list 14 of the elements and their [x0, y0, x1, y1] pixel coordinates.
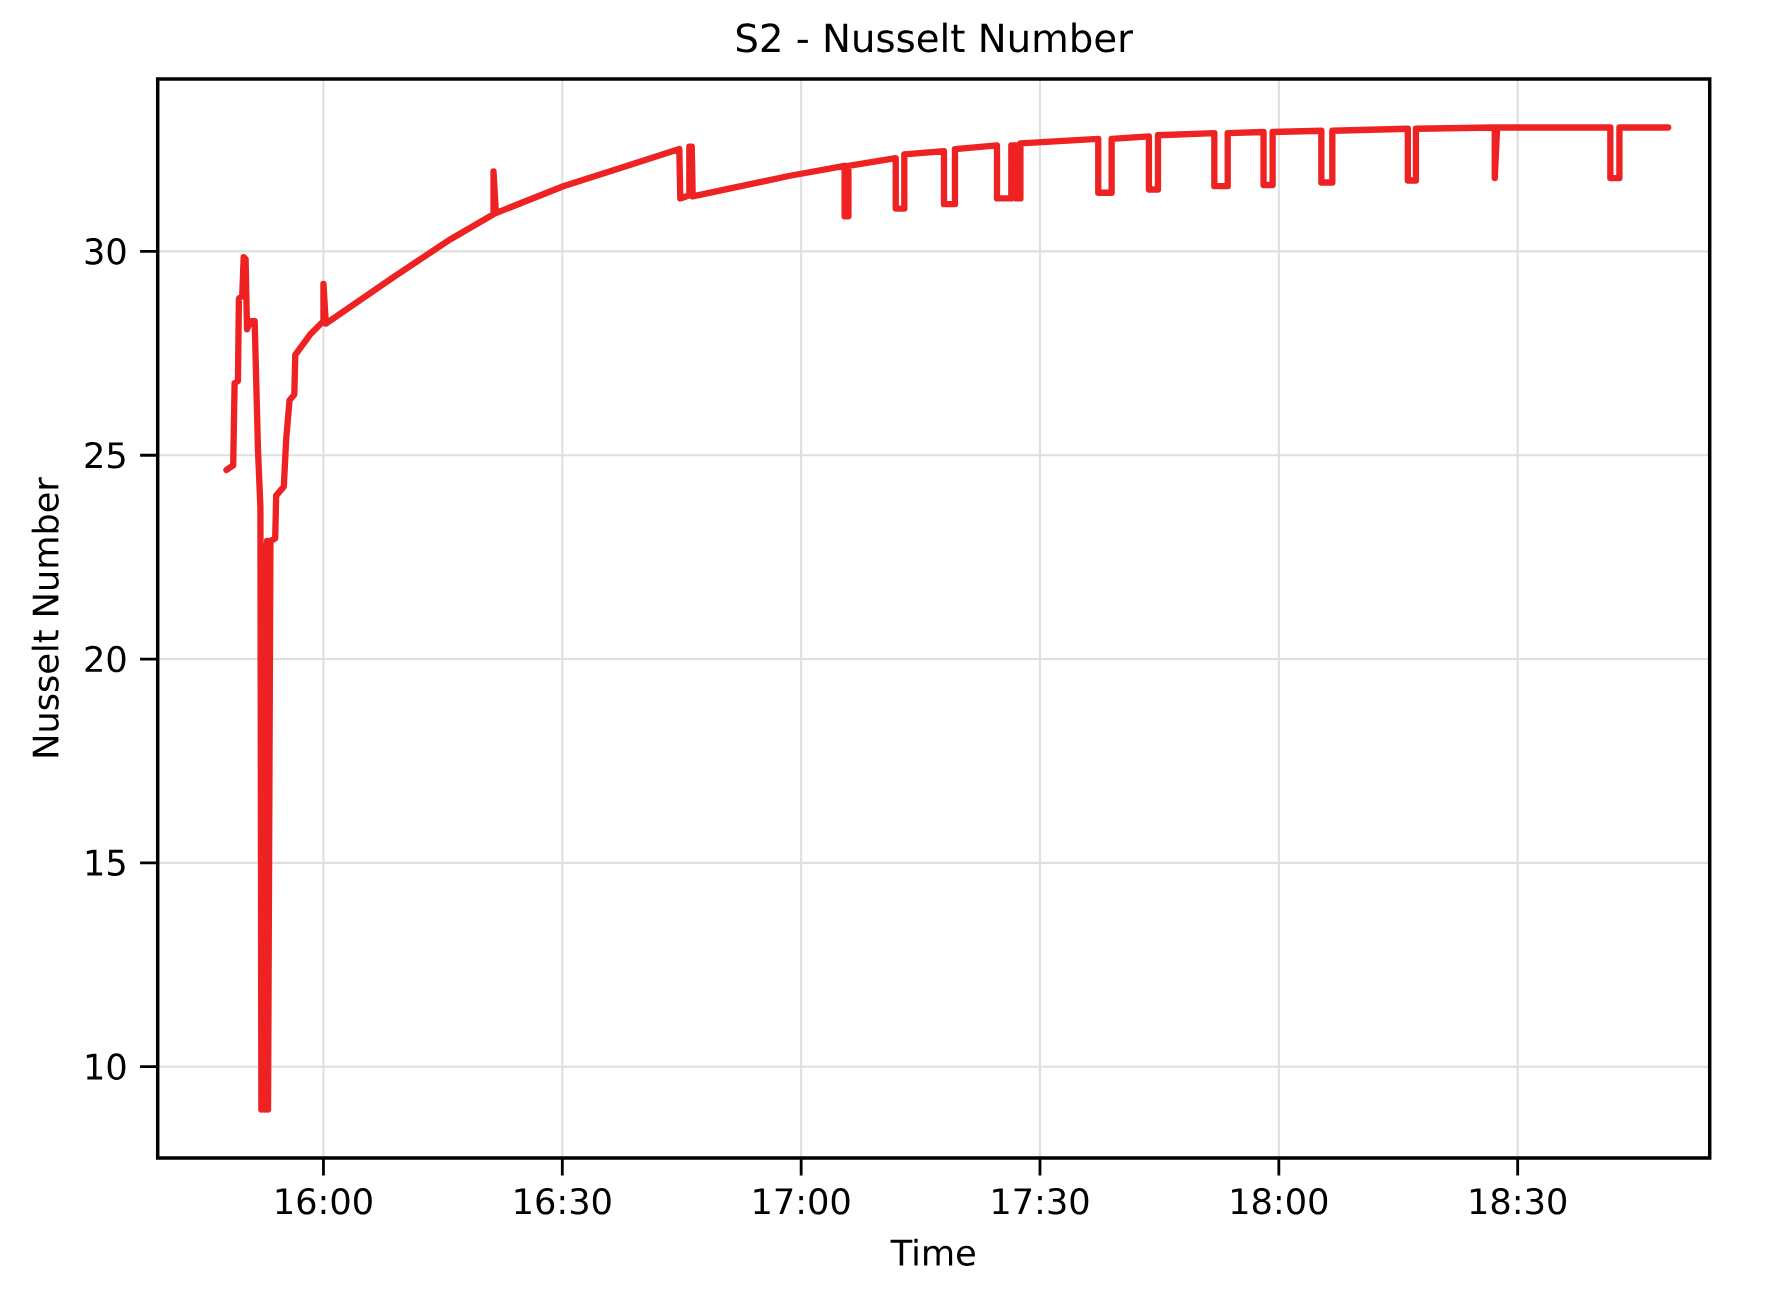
x-tick-label: 16:30: [515, 1187, 611, 1215]
x-tick-label: 18:00: [1232, 1187, 1328, 1215]
y-tick-label: 30: [85, 238, 126, 265]
y-tick-label: 20: [85, 645, 126, 673]
y-tick-label: 25: [85, 441, 125, 469]
x-tick-label: 17:00: [754, 1187, 850, 1215]
y-tick-label: 10: [86, 1053, 126, 1080]
y-tick-label: 15: [86, 849, 125, 876]
chart-title: S2 - Nusselt Number: [736, 22, 1133, 53]
x-tick-label: 17:30: [993, 1187, 1089, 1215]
x-axis-title: Time: [890, 1238, 975, 1266]
y-axis-title: Nusselt Number: [31, 477, 59, 757]
x-tick-label: 16:00: [276, 1187, 372, 1215]
x-tick-label: 18:30: [1470, 1187, 1566, 1215]
